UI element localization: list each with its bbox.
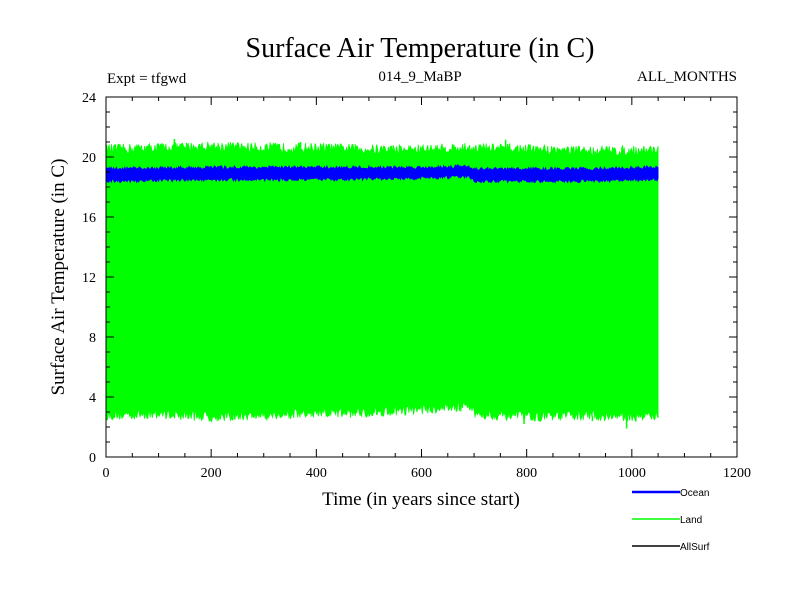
x-tick-label: 1000 — [618, 466, 646, 481]
series-band-ocean — [105, 164, 659, 184]
y-tick-label: 12 — [82, 271, 96, 286]
y-tick-label: 16 — [82, 211, 96, 226]
x-axis-label: Time (in years since start) — [322, 489, 520, 510]
series-ocean — [105, 164, 659, 184]
y-tick-label: 0 — [89, 451, 96, 466]
y-tick-label: 8 — [89, 331, 96, 346]
months-label: ALL_MONTHS — [637, 69, 737, 85]
series-band-land — [105, 141, 659, 424]
legend-label-allsurf: AllSurf — [680, 542, 710, 553]
series-land — [105, 139, 659, 429]
axes-group: 0 200 400 600 800 1000 1200 0 4 8 12 16 20 24 — [82, 91, 751, 481]
x-tick-label: 0 — [103, 466, 110, 481]
x-tick-label: 200 — [201, 466, 222, 481]
y-tick-label: 20 — [82, 151, 96, 166]
x-tick-label: 800 — [516, 466, 537, 481]
y-tick-label: 24 — [82, 91, 96, 106]
x-tick-label: 1200 — [723, 466, 751, 481]
plot-data-group — [105, 139, 659, 429]
y-tick-label: 4 — [89, 391, 96, 406]
y-axis-label: Surface Air Temperature (in C) — [48, 159, 69, 396]
x-tick-label: 600 — [411, 466, 432, 481]
run-id-label: 014_9_MaBP — [378, 69, 461, 85]
x-tick-label: 400 — [306, 466, 327, 481]
legend: Ocean Land AllSurf — [632, 488, 710, 553]
expt-label: Expt = tfgwd — [107, 71, 187, 87]
legend-label-land: Land — [680, 515, 702, 526]
legend-label-ocean: Ocean — [680, 488, 709, 499]
chart-title: Surface Air Temperature (in C) — [246, 33, 595, 64]
